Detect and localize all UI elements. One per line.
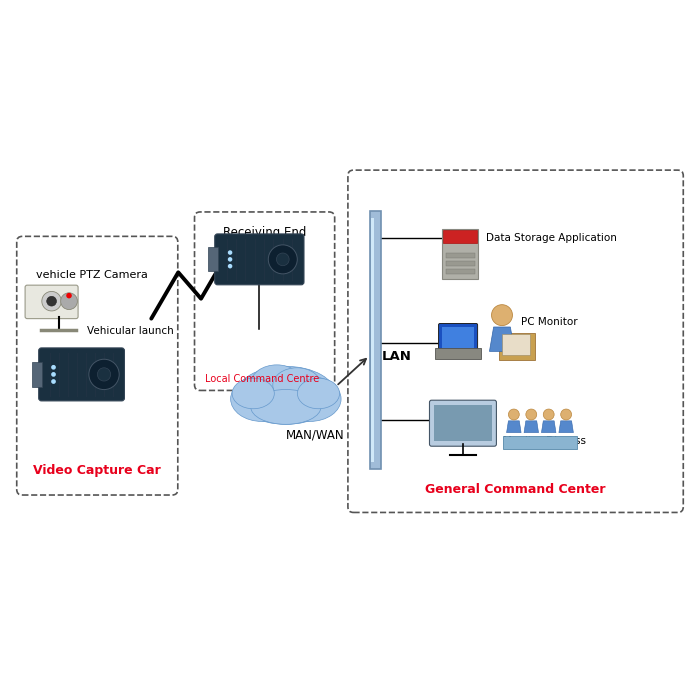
Polygon shape [489,327,514,351]
Circle shape [491,304,512,326]
Text: Local Command Centre: Local Command Centre [205,374,319,384]
Bar [371,218,374,461]
Circle shape [228,264,232,268]
FancyBboxPatch shape [430,400,496,446]
Bar [445,269,475,274]
Text: Receiving End: Receiving End [223,226,307,239]
Bar [370,211,381,468]
Circle shape [66,293,72,298]
Ellipse shape [230,377,293,421]
Polygon shape [542,421,556,433]
Ellipse shape [251,365,303,402]
Circle shape [97,368,111,381]
Polygon shape [559,421,573,433]
Ellipse shape [236,366,336,424]
Text: LAN: LAN [382,351,412,363]
Circle shape [228,251,232,255]
Circle shape [51,372,56,377]
Circle shape [47,296,57,306]
Ellipse shape [279,377,341,421]
Ellipse shape [298,378,340,409]
Circle shape [561,409,572,420]
FancyBboxPatch shape [209,247,218,272]
FancyBboxPatch shape [435,348,481,359]
Bar [498,333,535,360]
Circle shape [276,253,289,266]
Circle shape [543,409,554,420]
Circle shape [89,359,119,390]
Polygon shape [524,421,538,433]
Bar [442,327,474,348]
Polygon shape [507,421,521,433]
Circle shape [51,365,56,370]
FancyBboxPatch shape [442,229,478,279]
Circle shape [526,409,537,420]
Text: vehicle PTZ Camera: vehicle PTZ Camera [36,270,148,280]
Text: Video Capture Car: Video Capture Car [34,464,161,477]
Bar [435,405,491,441]
Bar [445,253,475,258]
Bar [443,230,477,244]
Bar [502,334,530,355]
FancyBboxPatch shape [438,323,477,351]
Ellipse shape [273,368,321,402]
Circle shape [228,257,232,262]
Ellipse shape [251,389,321,424]
FancyBboxPatch shape [25,285,78,318]
Text: Vehicular launch: Vehicular launch [87,326,174,336]
FancyBboxPatch shape [215,234,304,285]
Text: Data Storage Application: Data Storage Application [486,233,617,244]
Bar [503,437,577,449]
Bar [445,261,475,265]
Text: MAN/WAN: MAN/WAN [286,428,344,442]
Circle shape [508,409,519,420]
Ellipse shape [232,378,274,409]
FancyBboxPatch shape [32,362,42,387]
Text: Monitor,Discuss: Monitor,Discuss [503,435,587,446]
Circle shape [51,379,56,384]
Text: General Command Center: General Command Center [426,483,606,496]
Circle shape [268,245,298,274]
Text: PC Monitor: PC Monitor [521,317,577,327]
Circle shape [61,293,78,309]
FancyBboxPatch shape [38,348,125,401]
Circle shape [42,291,62,311]
